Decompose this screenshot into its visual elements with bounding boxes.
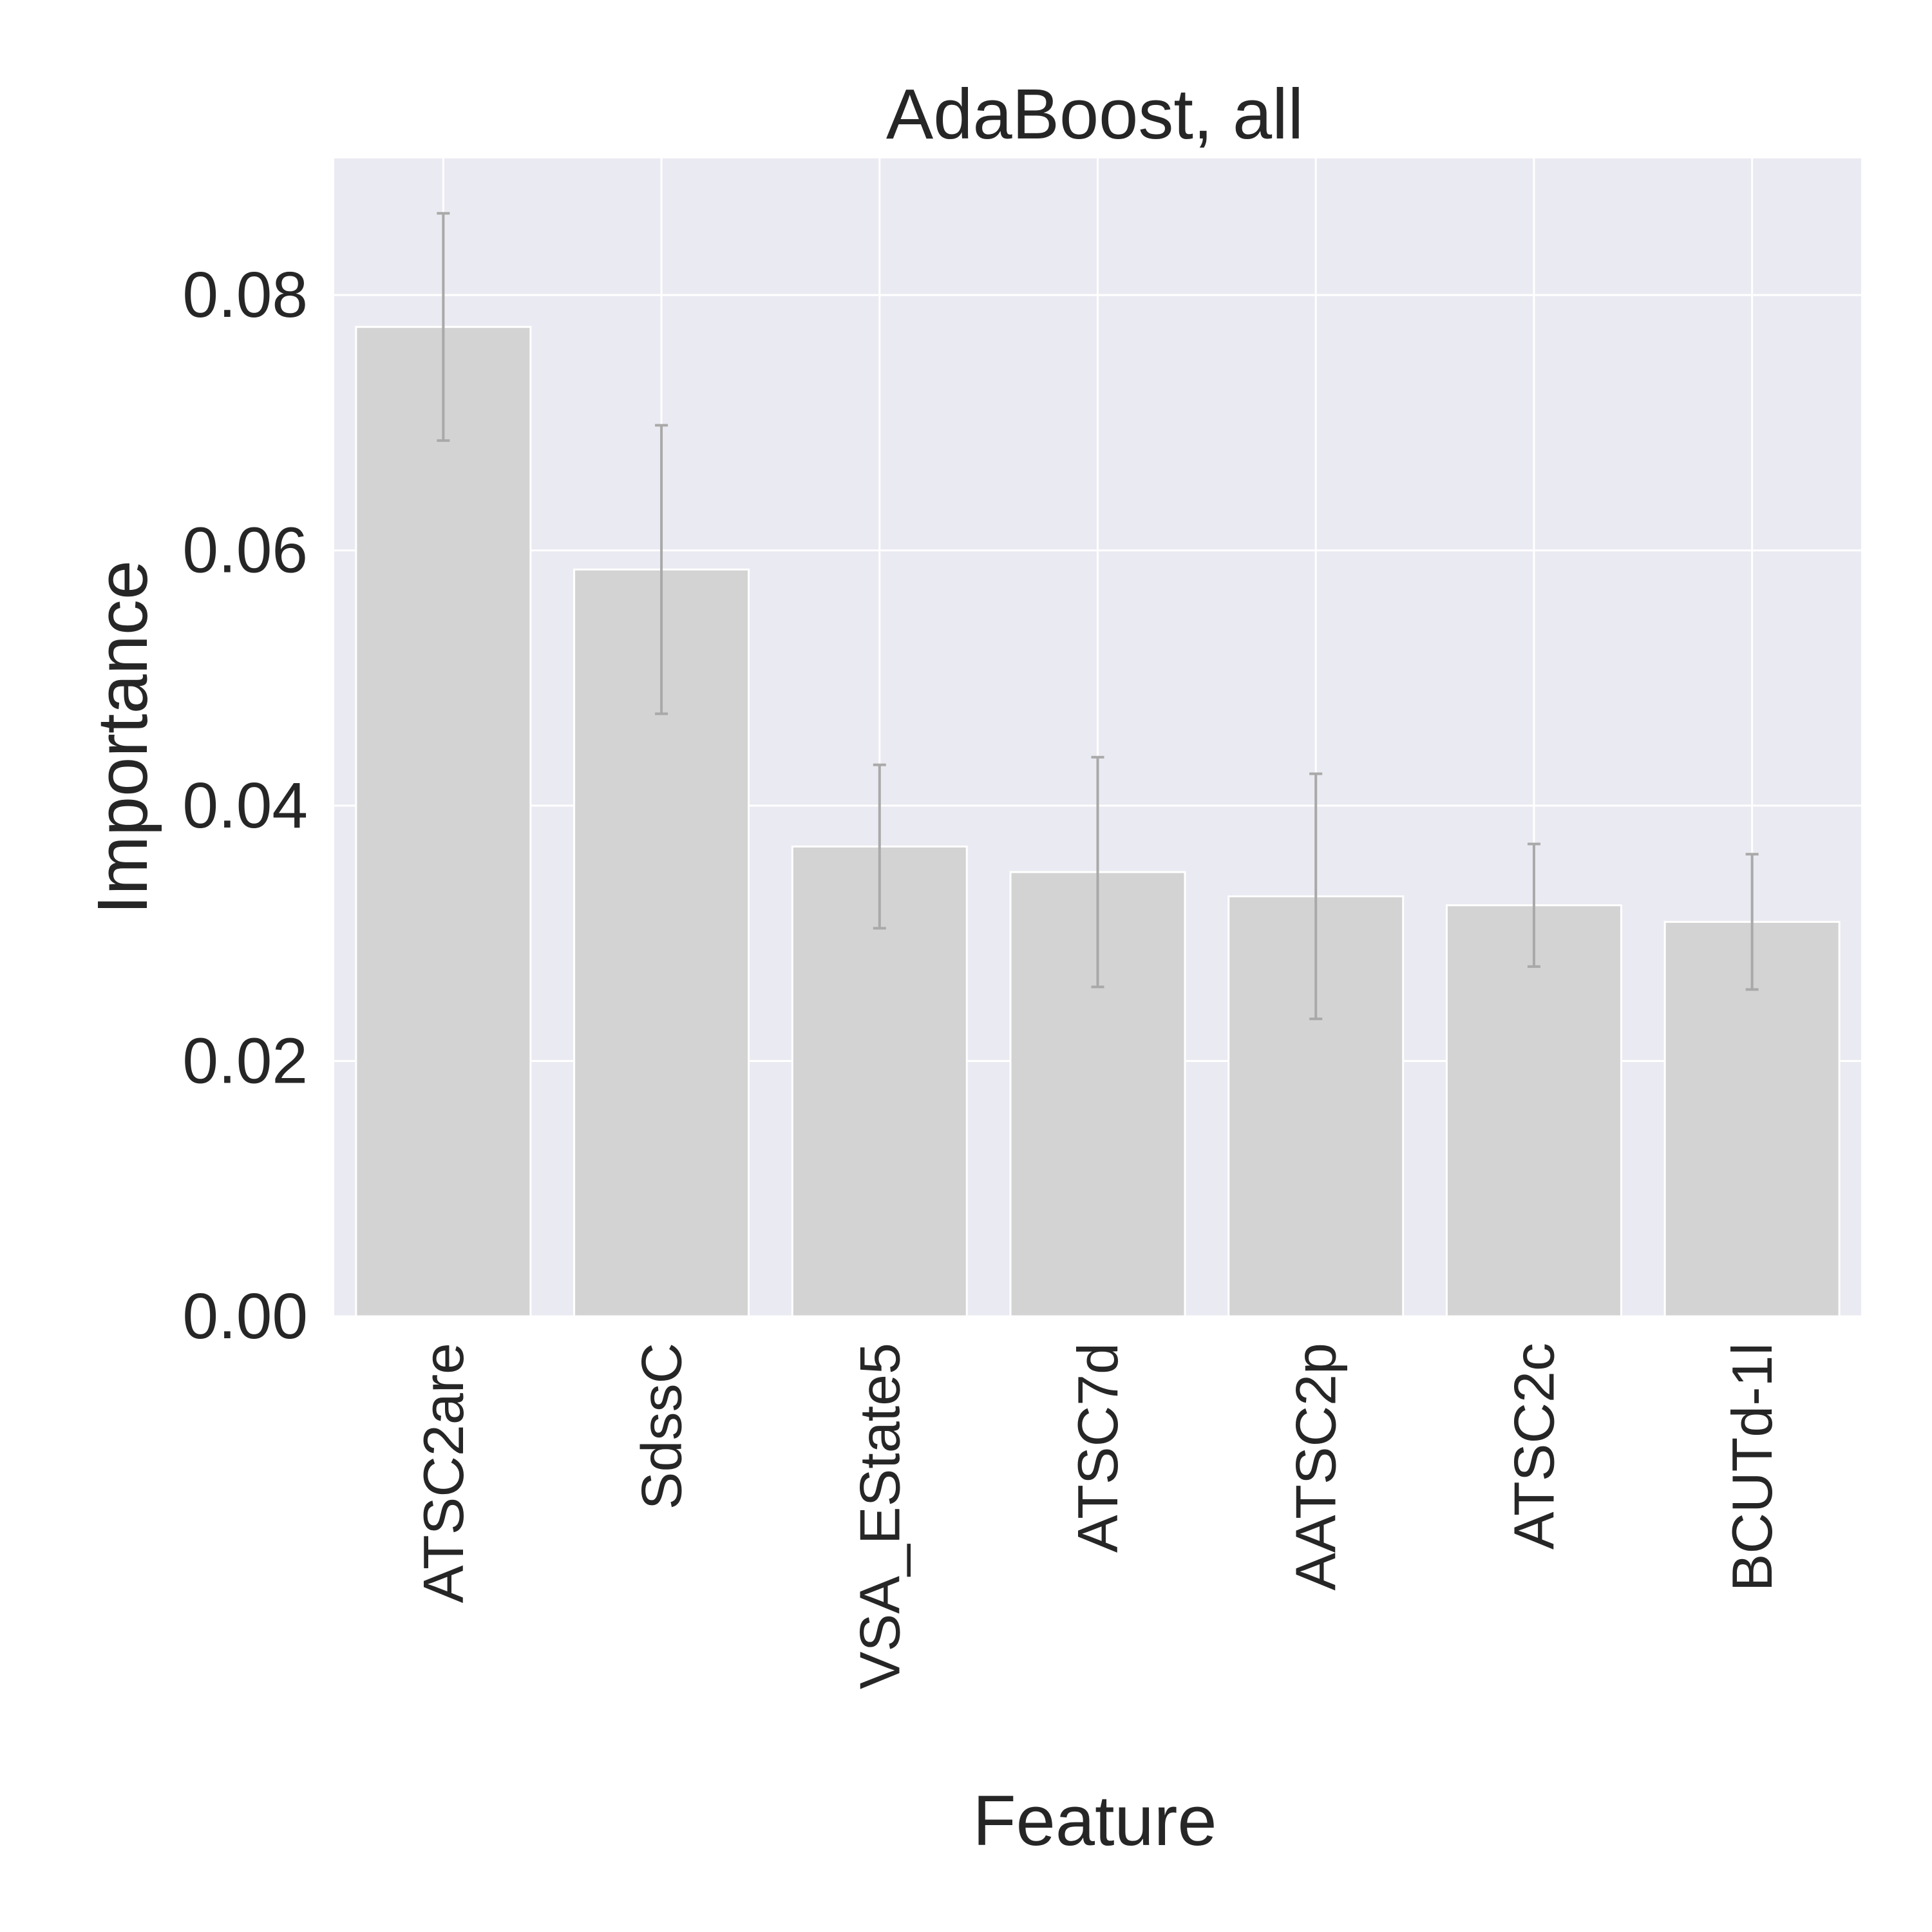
error-bars-group bbox=[437, 212, 1759, 1021]
y-axis-ticks: 0.00 0.02 0.04 0.06 0.08 bbox=[182, 259, 308, 1352]
y-tick-label: 0.06 bbox=[182, 515, 308, 587]
y-tick-label: 0.02 bbox=[182, 1025, 308, 1097]
error-bar bbox=[655, 424, 668, 715]
x-tick-label: ATSC2c bbox=[1502, 1343, 1566, 1549]
bar bbox=[355, 326, 532, 1318]
x-tick-label: VSA_EState5 bbox=[848, 1343, 911, 1689]
x-tick-label: AATSC2p bbox=[1284, 1343, 1348, 1591]
error-bar bbox=[1091, 755, 1104, 989]
error-bar bbox=[437, 212, 450, 442]
x-axis-ticks: ATSC2are SdssC VSA_EState5 ATSC7d AATSC2p ATS… bbox=[412, 1343, 1784, 1689]
bar bbox=[1445, 904, 1622, 1318]
x-tick-label: ATSC2are bbox=[412, 1343, 475, 1603]
error-bar bbox=[1745, 853, 1759, 991]
x-tick-label: BCUTd-1l bbox=[1720, 1343, 1784, 1591]
y-tick-label: 0.04 bbox=[182, 770, 308, 842]
x-tick-label: SdssC bbox=[630, 1343, 694, 1510]
bars-group bbox=[355, 326, 1841, 1318]
y-axis-label: Importance bbox=[83, 560, 162, 914]
y-tick-label: 0.00 bbox=[182, 1280, 308, 1352]
x-tick-label: ATSC7d bbox=[1066, 1343, 1130, 1553]
chart-title: AdaBoost, all bbox=[886, 75, 1303, 154]
x-axis-label: Feature bbox=[972, 1781, 1217, 1861]
error-bar bbox=[1309, 772, 1323, 1021]
error-bar bbox=[873, 763, 886, 930]
y-tick-label: 0.08 bbox=[182, 259, 308, 331]
error-bar bbox=[1527, 842, 1540, 968]
